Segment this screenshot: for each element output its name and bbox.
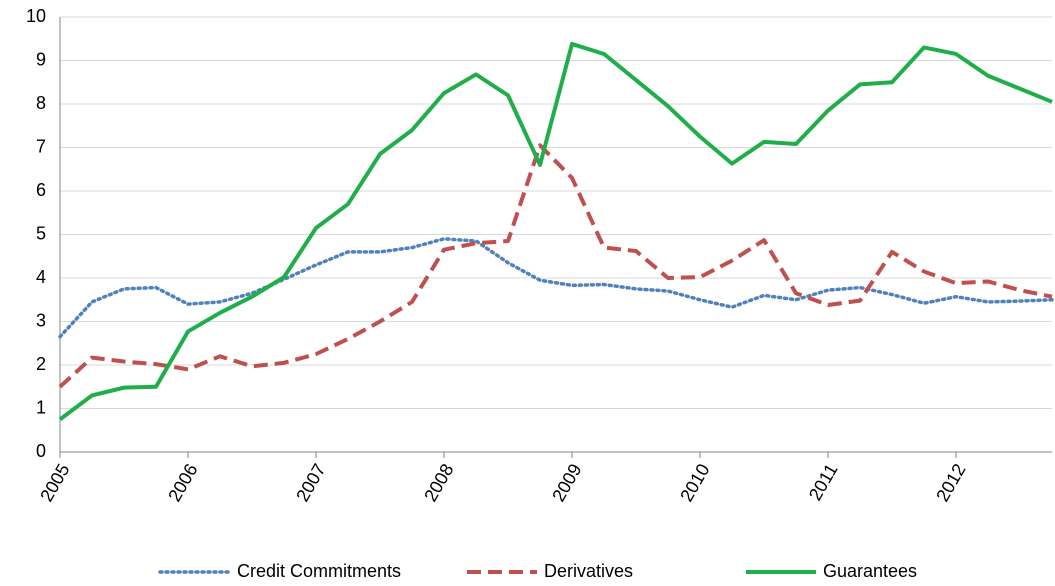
x-tick-label: 2009: [548, 460, 585, 505]
y-tick-label: 2: [36, 354, 46, 374]
y-tick-label: 7: [36, 136, 46, 156]
series-line: [58, 237, 1054, 339]
series-line: [58, 143, 1053, 389]
y-tick-label: 5: [36, 223, 46, 243]
x-tick-label: 2008: [420, 460, 457, 505]
legend-label: Guarantees: [823, 561, 917, 581]
x-tick-label: 2005: [36, 460, 73, 505]
y-tick-label: 4: [36, 267, 46, 287]
y-tick-label: 6: [36, 180, 46, 200]
x-tick-label: 2011: [805, 460, 842, 504]
y-tick-label: 3: [36, 310, 46, 330]
x-tick-label: 2006: [164, 460, 201, 505]
x-tick-label: 2010: [676, 460, 713, 505]
y-tick-label: 0: [36, 441, 46, 461]
y-tick-label: 1: [36, 397, 46, 417]
legend-label: Derivatives: [544, 561, 633, 581]
series-line: [58, 41, 1053, 421]
x-tick-label: 2007: [292, 460, 329, 505]
x-tick-label: 2012: [932, 460, 969, 505]
legend-label: Credit Commitments: [237, 561, 401, 581]
y-tick-label: 8: [36, 93, 46, 113]
y-tick-label: 10: [26, 6, 46, 26]
y-tick-label: 9: [36, 49, 46, 69]
